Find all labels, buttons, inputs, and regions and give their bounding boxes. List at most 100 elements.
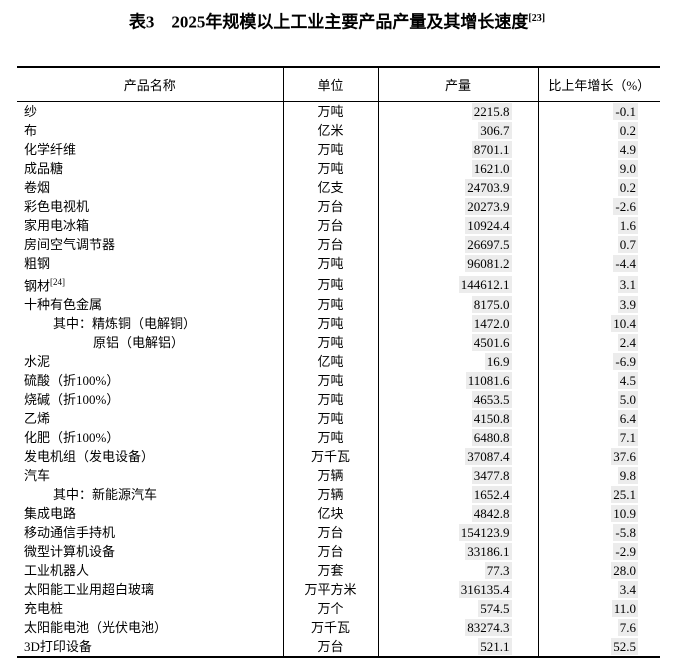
product-name-cell: 充电桩 bbox=[17, 599, 283, 618]
output-value: 4150.8 bbox=[471, 410, 512, 428]
growth-cell: 4.5 bbox=[537, 371, 660, 391]
output-cell: 37087.4 bbox=[377, 447, 538, 467]
table-row: 太阳能电池（光伏电池） 万千瓦 83274.3 7.6 bbox=[17, 618, 660, 638]
unit-cell: 亿米 bbox=[282, 121, 378, 140]
unit-cell: 亿吨 bbox=[282, 352, 378, 372]
table-row: 原铝（电解铝） 万吨 4501.6 2.4 bbox=[17, 333, 660, 353]
growth-value: 52.5 bbox=[611, 638, 638, 656]
product-name: 太阳能工业用超白玻璃 bbox=[24, 582, 155, 598]
product-name-cell: 其中：新能源汽车 bbox=[17, 485, 283, 504]
table-row: 工业机器人 万套 77.3 28.0 bbox=[17, 561, 660, 581]
table-row: 乙烯 万吨 4150.8 6.4 bbox=[17, 409, 660, 429]
table-row: 布 亿米 306.7 0.2 bbox=[17, 121, 660, 140]
growth-cell: 5.0 bbox=[537, 390, 660, 410]
growth-value: 25.1 bbox=[611, 486, 638, 504]
output-value: 4501.6 bbox=[471, 334, 512, 352]
product-name-cell: 房间空气调节器 bbox=[17, 235, 283, 254]
growth-cell: 3.9 bbox=[537, 295, 660, 315]
output-cell: 6480.8 bbox=[377, 428, 538, 448]
unit-cell: 万吨 bbox=[282, 371, 378, 391]
output-cell: 306.7 bbox=[377, 121, 538, 140]
output-cell: 96081.2 bbox=[377, 254, 538, 273]
growth-cell: 0.2 bbox=[537, 121, 660, 140]
growth-cell: 10.4 bbox=[537, 314, 660, 334]
product-name: 布 bbox=[24, 123, 38, 138]
output-cell: 8701.1 bbox=[377, 140, 538, 159]
unit-cell: 万吨 bbox=[282, 409, 378, 429]
growth-value: 37.6 bbox=[611, 448, 638, 466]
output-cell: 4150.8 bbox=[377, 409, 538, 429]
product-name: 硫酸（折100%） bbox=[24, 373, 120, 389]
output-value: 144612.1 bbox=[458, 275, 512, 293]
growth-value: 7.1 bbox=[617, 429, 638, 447]
growth-cell: 52.5 bbox=[537, 637, 660, 658]
table-row: 房间空气调节器 万台 26697.5 0.7 bbox=[17, 235, 660, 254]
product-name: 充电桩 bbox=[24, 601, 64, 617]
product-superscript: [24] bbox=[50, 277, 66, 287]
output-value: 4653.5 bbox=[471, 391, 512, 409]
header-row: 产品名称 单位 产量 比上年增长（%） bbox=[17, 67, 660, 102]
page-title-text: 表3 2025年规模以上工业主要产品产量及其增长速度 bbox=[128, 12, 529, 32]
product-name: 家用电冰箱 bbox=[24, 218, 90, 233]
growth-cell: 2.4 bbox=[537, 333, 660, 353]
page-title-superscript: [23] bbox=[528, 13, 546, 24]
output-value: 96081.2 bbox=[465, 255, 512, 272]
growth-cell: 0.7 bbox=[537, 235, 660, 254]
growth-cell: 3.4 bbox=[537, 580, 660, 600]
output-value: 154123.9 bbox=[458, 524, 512, 542]
output-value: 24703.9 bbox=[465, 179, 512, 196]
header-product-name: 产品名称 bbox=[17, 67, 283, 102]
growth-value: 3.1 bbox=[617, 275, 638, 293]
table-row: 微型计算机设备 万台 33186.1 -2.9 bbox=[17, 542, 660, 562]
output-value: 1652.4 bbox=[471, 486, 512, 504]
growth-value: -0.1 bbox=[613, 103, 638, 120]
output-value: 521.1 bbox=[478, 638, 512, 656]
unit-cell: 万套 bbox=[282, 561, 378, 581]
header-growth: 比上年增长（%） bbox=[537, 67, 660, 102]
table-row: 充电桩 万个 574.5 11.0 bbox=[17, 599, 660, 619]
growth-cell: 1.6 bbox=[537, 216, 660, 235]
output-value: 2215.8 bbox=[471, 103, 512, 120]
unit-cell: 万辆 bbox=[282, 485, 378, 505]
product-name: 化学纤维 bbox=[24, 142, 77, 157]
product-name-cell: 发电机组（发电设备） bbox=[17, 447, 283, 466]
output-value: 6480.8 bbox=[471, 429, 512, 447]
table-row: 太阳能工业用超白玻璃 万平方米 316135.4 3.4 bbox=[17, 580, 660, 600]
header-unit: 单位 bbox=[282, 67, 378, 102]
product-name: 微型计算机设备 bbox=[24, 544, 116, 560]
output-value: 20273.9 bbox=[465, 198, 512, 215]
product-name: 原铝（电解铝） bbox=[93, 335, 185, 351]
output-cell: 4501.6 bbox=[377, 333, 538, 353]
product-name: 纱 bbox=[24, 104, 38, 119]
growth-cell: 9.8 bbox=[537, 466, 660, 486]
growth-value: 4.5 bbox=[617, 372, 638, 390]
unit-cell: 万台 bbox=[282, 216, 378, 235]
table-row: 水泥 亿吨 16.9 -6.9 bbox=[17, 352, 660, 372]
output-cell: 10924.4 bbox=[377, 216, 538, 235]
growth-value: -2.6 bbox=[613, 198, 638, 215]
unit-cell: 万个 bbox=[282, 599, 378, 619]
unit-cell: 万吨 bbox=[282, 101, 378, 121]
output-value: 37087.4 bbox=[465, 448, 512, 466]
product-name-cell: 化肥（折100%） bbox=[17, 428, 283, 447]
product-name-cell: 布 bbox=[17, 121, 283, 140]
product-name-cell: 集成电路 bbox=[17, 504, 283, 523]
product-name: 工业机器人 bbox=[24, 563, 90, 579]
product-name-cell: 化学纤维 bbox=[17, 140, 283, 159]
unit-cell: 亿支 bbox=[282, 178, 378, 197]
unit-cell: 万台 bbox=[282, 197, 378, 216]
output-cell: 2215.8 bbox=[377, 101, 538, 121]
growth-cell: -2.9 bbox=[537, 542, 660, 562]
unit-cell: 万吨 bbox=[282, 390, 378, 410]
unit-cell: 万千瓦 bbox=[282, 618, 378, 638]
growth-value: 5.0 bbox=[617, 391, 638, 409]
unit-cell: 万吨 bbox=[282, 254, 378, 273]
growth-value: 0.2 bbox=[617, 179, 638, 196]
product-name-cell: 十种有色金属 bbox=[17, 295, 283, 314]
product-name-cell: 烧碱（折100%） bbox=[17, 390, 283, 409]
growth-cell: 25.1 bbox=[537, 485, 660, 505]
output-value: 77.3 bbox=[484, 562, 512, 580]
output-value: 8701.1 bbox=[471, 141, 512, 158]
product-name-cell: 太阳能工业用超白玻璃 bbox=[17, 580, 283, 599]
table-row: 汽车 万辆 3477.8 9.8 bbox=[17, 466, 660, 486]
